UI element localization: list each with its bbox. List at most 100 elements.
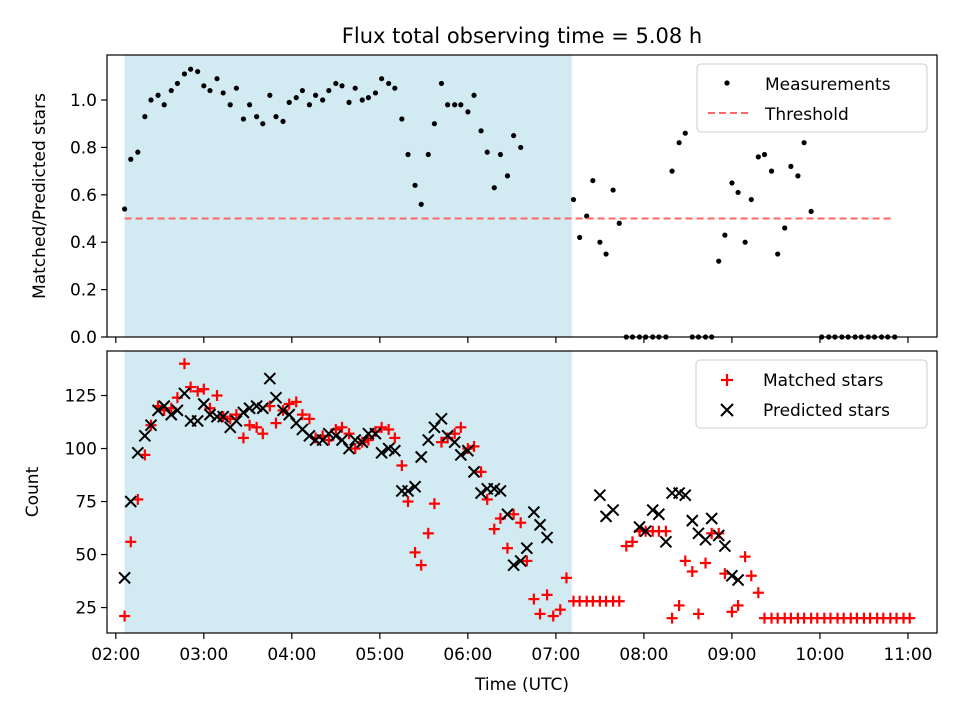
legend-measurements-label: Measurements [765,75,891,95]
predicted-star-point [731,573,745,587]
matched-star-point [521,555,533,567]
predicted-star-point [606,503,620,517]
legend-measurements-marker [724,80,730,86]
matched-star-point [192,385,204,397]
measurement-point [484,149,490,155]
matched-star-point [257,428,269,440]
y-tick-label: 0.2 [70,281,97,301]
x-tick-label: 03:00 [179,645,228,665]
predicted-star-point [401,484,415,498]
matched-star-point [468,440,480,452]
x-axis-label: Time (UTC) [474,675,569,695]
measurement-point [299,87,305,94]
predicted-star-point [276,404,290,417]
measurement-point [352,85,358,91]
matched-star-point [178,358,190,370]
matched-star-point [660,525,672,537]
top-legend: Measurements Threshold [696,63,928,133]
predicted-star-point [593,488,607,502]
measurement-point [220,90,226,96]
matched-star-point [402,496,414,508]
matched-star-point [541,589,553,601]
measurement-point [214,76,220,82]
predicted-star-point [652,508,666,521]
predicted-star-point [118,571,131,585]
predicted-star-point [203,408,217,421]
y-tick-label: 100 [65,440,97,460]
legend-predicted-marker [720,403,734,417]
measurement-point [128,156,134,162]
matched-star-point [745,570,757,582]
measurement-point [359,97,365,103]
predicted-star-point [375,446,388,459]
predicted-star-point [342,442,356,455]
measurement-point [478,128,484,134]
top-marks [122,66,898,340]
matched-star-point [270,417,282,429]
measurement-point [775,251,781,257]
matched-star-point [185,381,197,393]
measurement-point [742,239,748,245]
measurement-point [438,80,445,87]
matched-star-point [560,572,572,584]
top-legend-box [696,63,928,133]
measurement-point [418,201,424,207]
matched-star-point [739,551,751,563]
y-tick-label: 0.6 [70,186,97,206]
predicted-star-point [633,520,646,534]
measurement-point [372,90,379,96]
matched-star-point [389,432,401,444]
measurement-point [676,140,682,146]
measurement-point [808,208,814,215]
bottom-shaded-span [124,351,572,633]
matched-star-point [251,421,263,433]
predicted-star-point [428,421,441,434]
x-tick-label: 08:00 [619,645,668,665]
measurement-point [280,118,286,124]
measurement-point [722,232,728,238]
matched-star-point [376,421,388,433]
measurement-point [425,151,431,158]
measurement-point [155,92,161,98]
predicted-star-point [388,444,402,457]
predicted-star-point [165,408,178,421]
matched-star-point [204,402,216,414]
top-y-ticks: 0.0 0.2 0.4 0.6 0.8 1.0 [70,91,107,348]
matched-star-point [626,536,638,548]
predicted-star-point [408,480,422,493]
measurement-point [584,213,590,219]
predicted-star-point [527,505,541,519]
matched-star-point [455,421,467,433]
matched-star-point [515,517,527,529]
measurement-point [135,149,141,155]
x-tick-label: 05:00 [355,645,404,665]
measurement-point [365,95,372,101]
matched-star-point [700,557,712,569]
predicted-star-point [144,419,158,432]
measurement-point [458,102,464,108]
top-shaded-span [124,55,572,337]
measurement-point [801,140,807,146]
measurement-point [465,109,471,115]
matched-star-point [303,413,315,425]
measurement-point [246,102,253,108]
measurement-point [392,85,398,91]
measurement-point [339,83,345,89]
predicted-star-point [263,372,277,385]
measurement-point [188,66,194,72]
matched-star-point [752,587,764,599]
bottom-y-axis-label: Count [23,466,43,517]
measurement-point [735,189,741,196]
measurement-point [669,168,675,174]
y-tick-label: 50 [75,546,97,566]
top-x-ticks [115,337,909,343]
predicted-star-point [335,433,349,447]
predicted-star-point [712,529,725,542]
bottom-legend: Matched stars Predicted stars [695,359,928,429]
measurement-point [491,185,497,191]
measurement-point [755,154,761,160]
predicted-star-point [369,427,382,440]
bottom-legend-box [695,359,928,429]
predicted-star-point [422,433,435,447]
measurement-point [504,173,511,179]
